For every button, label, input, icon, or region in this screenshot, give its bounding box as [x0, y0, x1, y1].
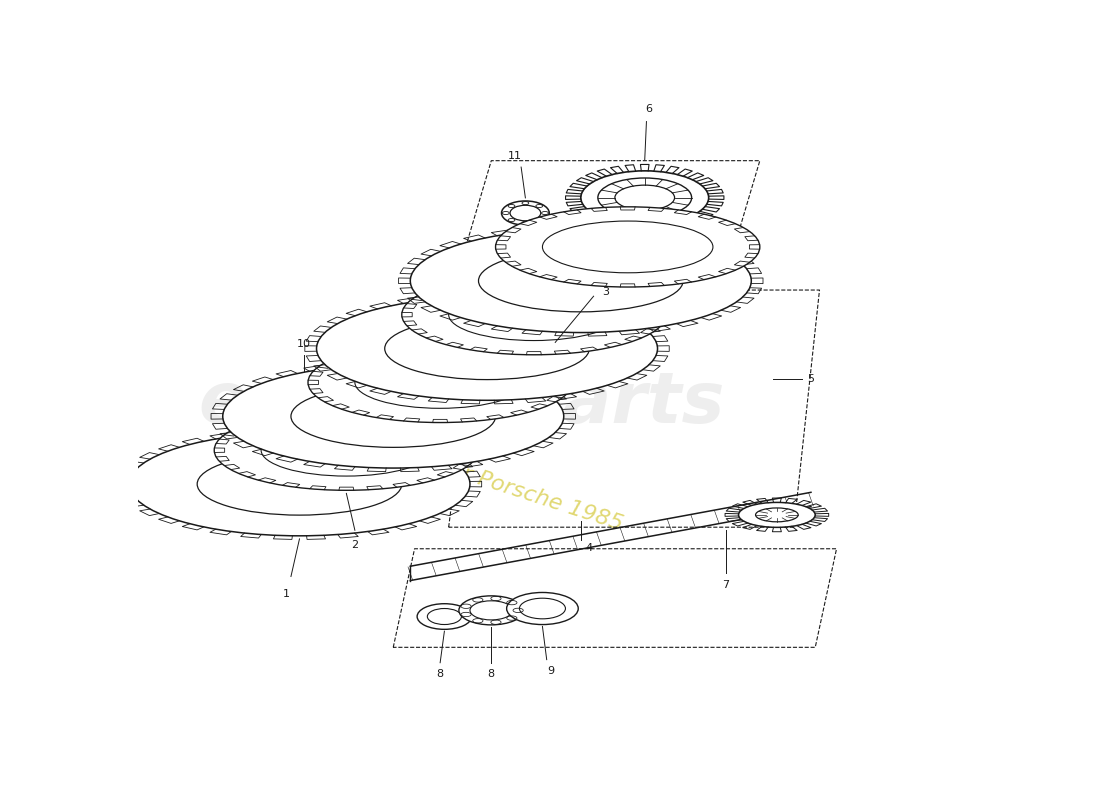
Ellipse shape: [470, 601, 513, 620]
Ellipse shape: [478, 250, 683, 312]
Text: 11: 11: [508, 151, 522, 161]
Text: 1: 1: [283, 589, 290, 598]
Ellipse shape: [222, 365, 563, 468]
Text: 7: 7: [723, 579, 729, 590]
Ellipse shape: [542, 221, 713, 273]
Text: 10: 10: [297, 338, 310, 349]
Text: 6: 6: [646, 104, 652, 114]
Ellipse shape: [449, 289, 619, 341]
Ellipse shape: [738, 502, 815, 527]
Ellipse shape: [756, 508, 799, 522]
Ellipse shape: [402, 274, 666, 354]
Text: 8: 8: [487, 669, 495, 679]
Ellipse shape: [317, 297, 658, 400]
Ellipse shape: [507, 593, 579, 625]
Ellipse shape: [129, 432, 470, 536]
Text: 4: 4: [585, 542, 592, 553]
Ellipse shape: [355, 357, 526, 408]
Ellipse shape: [502, 201, 549, 225]
Ellipse shape: [495, 207, 760, 287]
Ellipse shape: [385, 318, 590, 380]
Ellipse shape: [308, 342, 572, 422]
Ellipse shape: [261, 424, 431, 476]
Ellipse shape: [615, 185, 674, 210]
Text: 3: 3: [602, 287, 609, 297]
Ellipse shape: [410, 229, 751, 333]
Ellipse shape: [510, 206, 541, 221]
Ellipse shape: [519, 598, 565, 619]
Ellipse shape: [197, 453, 402, 515]
Text: a passion for Porsche 1985: a passion for Porsche 1985: [332, 422, 625, 534]
Ellipse shape: [290, 386, 495, 447]
Ellipse shape: [214, 410, 478, 490]
Text: eurocarparts: eurocarparts: [198, 370, 725, 438]
Ellipse shape: [459, 596, 524, 625]
Ellipse shape: [581, 171, 708, 225]
Text: 2: 2: [351, 539, 359, 550]
Ellipse shape: [597, 178, 692, 218]
Text: 5: 5: [806, 374, 814, 384]
Ellipse shape: [427, 609, 462, 625]
Text: 9: 9: [548, 666, 554, 676]
Ellipse shape: [417, 604, 472, 630]
Text: 8: 8: [437, 669, 443, 679]
